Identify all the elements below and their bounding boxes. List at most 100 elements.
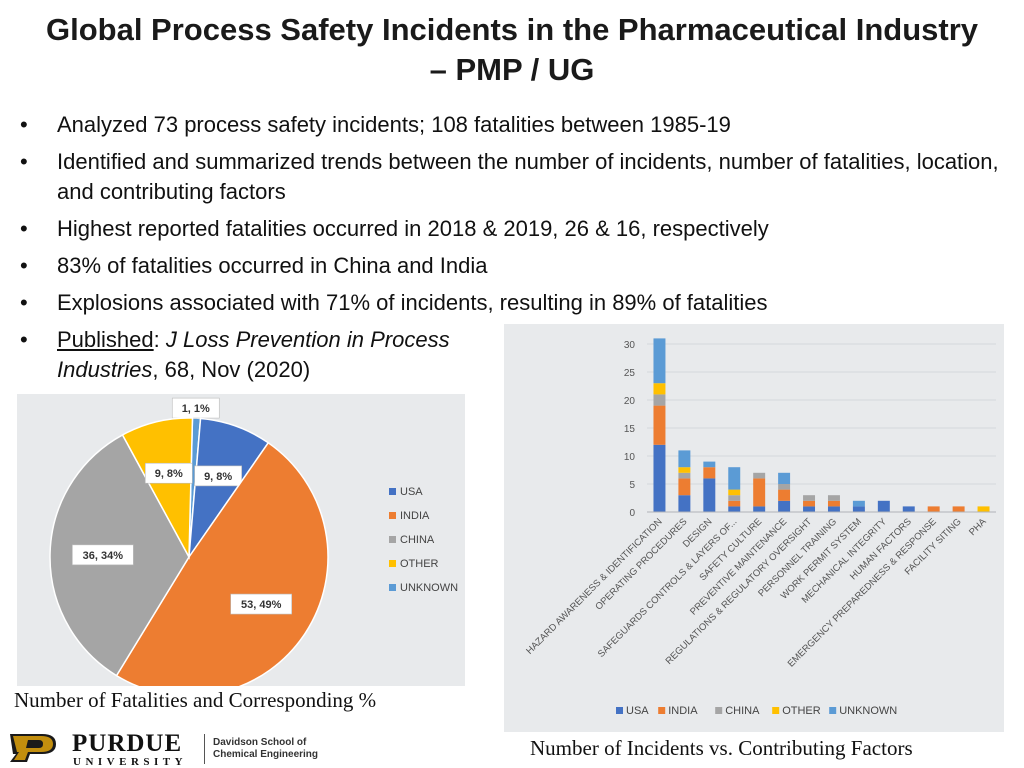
- bar-segment: [728, 489, 741, 496]
- bar-segment: [753, 506, 766, 512]
- legend-label: OTHER: [400, 558, 439, 570]
- bar-segment: [977, 506, 990, 512]
- legend-swatch: [389, 584, 396, 591]
- legend-label: UNKNOWN: [400, 582, 458, 594]
- bar-segment: [778, 472, 791, 484]
- pie-data-label-box: [144, 462, 193, 484]
- pie-data-label: 9, 8%: [194, 465, 242, 487]
- school-name-line: Chemical Engineering: [213, 749, 319, 760]
- pie-chart-caption: Number of Fatalities and Corresponding %: [14, 688, 377, 712]
- y-tick-label: 20: [624, 396, 636, 407]
- published-bullet: Published: J Loss Prevention in Process …: [16, 325, 487, 385]
- journal-name: J Loss Prevention in Process Industries: [57, 327, 450, 382]
- x-tick-label: HAZARD AWARENESS & IDENTIFICATION: [524, 516, 664, 656]
- school-name: Davidson School of Chemical Engineering: [213, 737, 323, 761]
- bar-segment: [778, 484, 791, 490]
- legend-swatch: [389, 488, 396, 495]
- legend-swatch: [616, 707, 623, 714]
- bar-segment: [678, 450, 691, 468]
- pie-chart-panel: 1, 1% 9, 8% 53, 49% 36, 34% 9, 8% USA INDIA CHI…: [17, 394, 465, 697]
- bar-segment: [678, 467, 691, 473]
- bar-segment: [703, 467, 716, 479]
- bullet-item: Highest reported fatalities occurred in …: [16, 214, 1006, 244]
- bar-segment: [827, 495, 840, 501]
- pie-data-label-text: 1, 1%: [182, 403, 210, 415]
- bar-segment: [852, 500, 865, 507]
- bar-segment: [678, 495, 691, 512]
- bar-segment: [653, 405, 666, 445]
- pie-data-label-text: 36, 34%: [83, 550, 124, 562]
- pie-data-label-box: [72, 544, 134, 566]
- bar-segment: [728, 495, 741, 501]
- pie-data-label-text: 9, 8%: [155, 468, 183, 480]
- slide-title: Global Process Safety Incidents in the P…: [45, 12, 978, 87]
- logo-divider: [204, 734, 205, 764]
- purdue-p-icon: [10, 734, 56, 762]
- bar-segment: [877, 500, 890, 512]
- y-tick-label: 5: [629, 480, 635, 491]
- pie-data-label: 9, 8%: [144, 462, 193, 484]
- y-tick-label: 15: [624, 424, 636, 435]
- publication-details: , 68, Nov (2020): [152, 357, 311, 382]
- bar-chart-panel: 0 5 10 15 20 25 30 HAZARD AWARENESS & IDENTIFIC…: [504, 324, 1004, 732]
- bar-segment: [728, 506, 741, 512]
- bullet-item: Analyzed 73 process safety incidents; 10…: [16, 110, 1006, 140]
- y-tick-label: 0: [629, 508, 635, 519]
- legend-label: CHINA: [400, 534, 435, 546]
- legend-label: INDIA: [668, 705, 698, 717]
- bar-segment: [778, 489, 791, 501]
- bar-chart: 0 5 10 15 20 25 30 HAZARD AWARENESS & IDENTIFIC…: [524, 338, 996, 717]
- pie-data-label: 36, 34%: [72, 544, 134, 566]
- bar-segment: [778, 500, 791, 512]
- bullet-item: Explosions associated with 71% of incide…: [16, 288, 1006, 318]
- pie-slice: [121, 417, 194, 560]
- legend-label: USA: [626, 705, 649, 717]
- y-tick-label: 30: [624, 340, 636, 351]
- bar-segment: [753, 472, 766, 479]
- bar-segment: [703, 461, 716, 468]
- pie-data-label-box: [171, 397, 220, 419]
- bar-segment: [678, 478, 691, 496]
- bar-segment: [653, 444, 666, 512]
- legend-label: UNKNOWN: [839, 705, 897, 717]
- bar-segment: [827, 500, 840, 507]
- bullet-item: Identified and summarized trends between…: [16, 147, 1006, 207]
- pie-chart: 1, 1% 9, 8% 53, 49% 36, 34% 9, 8% USA INDIA CHI…: [49, 397, 458, 697]
- bar-segment: [653, 383, 666, 395]
- bar-segment: [728, 467, 741, 490]
- legend-swatch: [829, 707, 837, 714]
- bar-segment: [902, 506, 915, 512]
- bullet-item: 83% of fatalities occurred in China and …: [16, 251, 1006, 281]
- bar-segment: [803, 495, 816, 501]
- university-subtitle: UNIVERSITY: [73, 756, 188, 768]
- university-name: PURDUE: [72, 730, 183, 757]
- legend-label: CHINA: [725, 705, 760, 717]
- bar-segment: [803, 500, 816, 507]
- published-label: Published: [57, 327, 154, 352]
- pie-data-label-text: 9, 8%: [204, 471, 232, 483]
- legend-swatch: [658, 707, 666, 714]
- pie-data-label: 53, 49%: [230, 593, 292, 615]
- bar-segment: [952, 506, 965, 512]
- bar-chart-caption: Number of Incidents vs. Contributing Fac…: [530, 736, 913, 760]
- bar-segment: [728, 500, 741, 507]
- pie-data-label-text: 53, 49%: [241, 599, 282, 611]
- y-tick-label: 10: [624, 452, 636, 463]
- y-tick-label: 25: [624, 368, 636, 379]
- bar-segment: [753, 478, 766, 507]
- legend-label: OTHER: [782, 705, 821, 717]
- pie-data-label-box: [230, 593, 292, 615]
- bar-segment: [827, 506, 840, 512]
- bar-segment: [927, 506, 940, 512]
- bar-segment: [852, 506, 865, 512]
- legend-label: INDIA: [400, 510, 430, 522]
- x-tick-label: PHA: [967, 516, 989, 538]
- school-name-line: Davidson School of: [213, 737, 307, 748]
- legend-label: USA: [400, 486, 423, 498]
- bullet-list: Analyzed 73 process safety incidents; 10…: [16, 110, 1006, 392]
- legend-swatch: [389, 512, 396, 519]
- legend-swatch: [389, 560, 396, 567]
- bar-segment: [703, 478, 716, 512]
- bar-segment: [678, 472, 691, 479]
- pie-data-label: 1, 1%: [171, 397, 220, 419]
